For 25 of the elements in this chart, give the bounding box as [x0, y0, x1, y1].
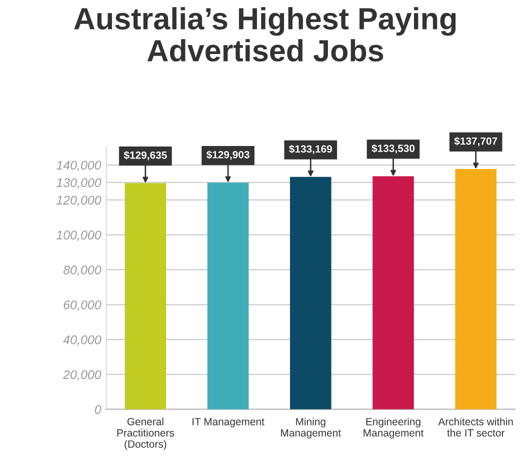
- y-tick-label: 120,000: [56, 196, 102, 206]
- y-tick-label: 40,000: [63, 335, 102, 346]
- data-label: $137,707: [454, 136, 498, 146]
- y-tick-label: 60,000: [64, 300, 102, 311]
- chart-title: Australia’s Highest Paying Advertised Jobs: [74, 7, 456, 62]
- data-label: $129,903: [206, 150, 250, 160]
- data-label: $133,169: [289, 144, 332, 154]
- x-tick-label: Engineering Management: [364, 418, 424, 439]
- bar: [372, 176, 414, 410]
- bar: [455, 169, 496, 410]
- y-tick-label: 100,000: [56, 230, 102, 241]
- y-tick-label: 20,000: [63, 370, 102, 381]
- bar: [207, 182, 249, 410]
- bar: [124, 183, 166, 410]
- y-tick-label: 130,000: [56, 178, 102, 189]
- y-tick-label: 140,000: [56, 160, 102, 172]
- bar: [290, 176, 332, 410]
- y-tick-label: 0: [94, 405, 102, 414]
- x-tick-label: Mining Management: [281, 418, 341, 439]
- x-tick-label: Architects within the IT sector: [438, 418, 513, 437]
- x-tick-label: General Practitioners (Doctors): [117, 418, 174, 450]
- data-label: $129,635: [124, 150, 167, 160]
- y-tick-label: 80,000: [63, 266, 102, 276]
- x-tick-label: IT Management: [192, 418, 264, 428]
- data-label: $133,530: [372, 144, 415, 154]
